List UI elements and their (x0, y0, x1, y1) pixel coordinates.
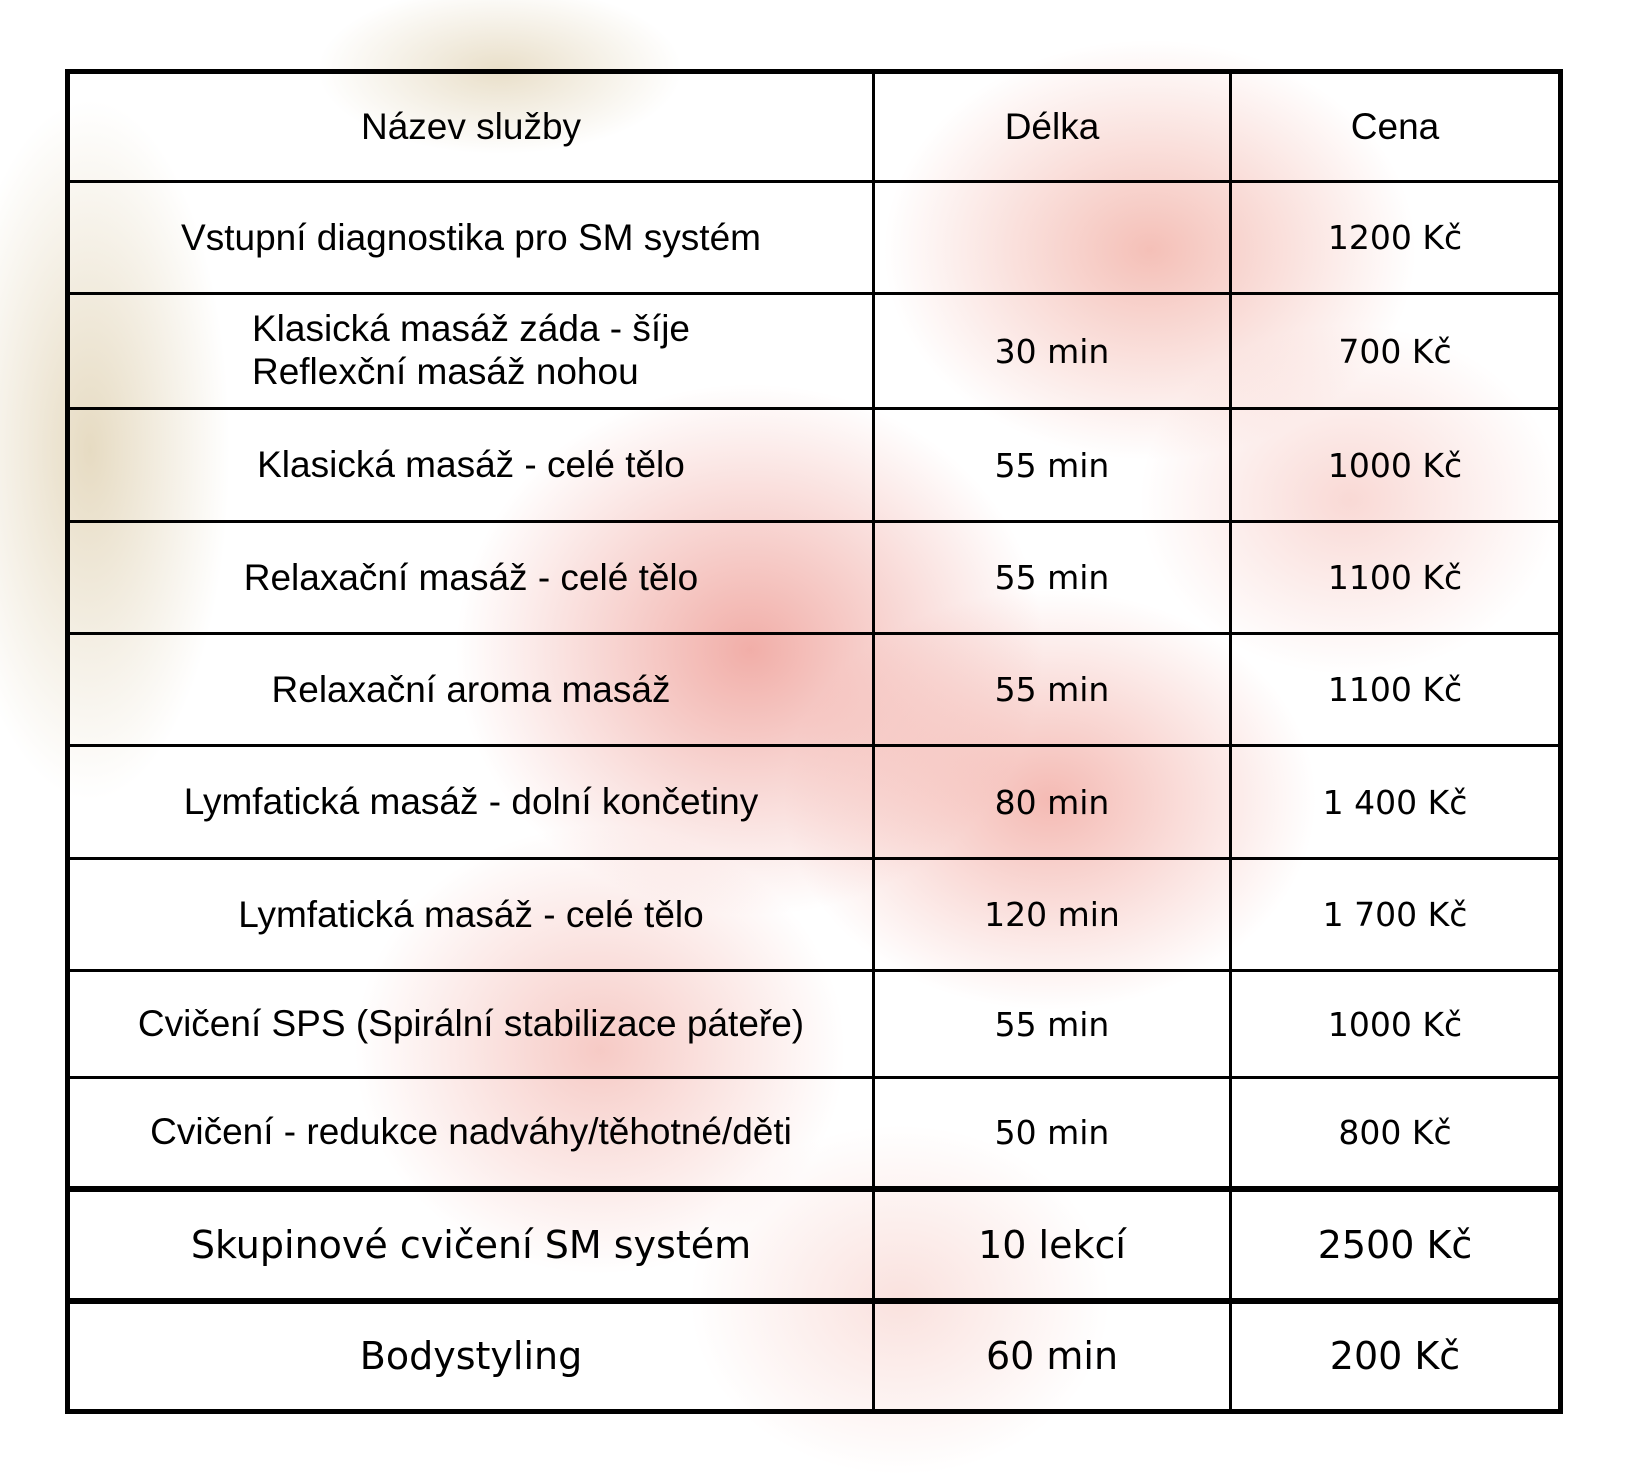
service-duration: 55 min (872, 407, 1232, 523)
table-row: Cvičení SPS (Spirální stabilizace páteře… (66, 969, 1562, 1079)
header-name: Název služby (66, 70, 875, 183)
service-name: Klasická masáž záda - šíje Reflexční masá… (66, 292, 875, 410)
table-row: Skupinové cvičení SM systém 10 lekcí 250… (66, 1185, 1562, 1302)
service-name: Vstupní diagnostika pro SM systém (66, 180, 875, 295)
service-name: Cvičení SPS (Spirální stabilizace páteře… (66, 969, 875, 1079)
header-row: Název služby Délka Cena (66, 70, 1562, 183)
service-duration: 60 min (872, 1297, 1232, 1413)
service-price: 1 700 Kč (1229, 857, 1562, 972)
service-price: 800 Kč (1229, 1076, 1562, 1190)
table-row: Klasická masáž - celé tělo 55 min 1000 K… (66, 407, 1562, 523)
service-name: Relaxační masáž - celé tělo (66, 520, 875, 635)
service-duration: 30 min (872, 292, 1232, 410)
service-price: 700 Kč (1229, 292, 1562, 410)
service-name: Lymfatická masáž - celé tělo (66, 857, 875, 972)
service-name: Klasická masáž - celé tělo (66, 407, 875, 523)
price-table: Název služby Délka Cena Vstupní diagnost… (65, 69, 1563, 1414)
service-name: Bodystyling (66, 1297, 875, 1413)
header-price: Cena (1229, 70, 1562, 183)
table-row: Relaxační masáž - celé tělo 55 min 1100 … (66, 520, 1562, 635)
table-row: Cvičení - redukce nadváhy/těhotné/děti 5… (66, 1076, 1562, 1190)
service-price: 1200 Kč (1229, 180, 1562, 295)
service-duration: 50 min (872, 1076, 1232, 1190)
header-duration: Délka (872, 70, 1232, 183)
service-duration: 55 min (872, 520, 1232, 635)
table-row: Klasická masáž záda - šíje Reflexční masá… (66, 292, 1562, 410)
service-duration: 80 min (872, 744, 1232, 860)
service-duration: 120 min (872, 857, 1232, 972)
table-row: Lymfatická masáž - celé tělo 120 min 1 7… (66, 857, 1562, 972)
service-duration: 10 lekcí (872, 1185, 1232, 1302)
table-row: Lymfatická masáž - dolní končetiny 80 mi… (66, 744, 1562, 860)
table-row: Vstupní diagnostika pro SM systém 1200 K… (66, 180, 1562, 295)
service-name: Relaxační aroma masáž (66, 632, 875, 747)
service-price: 1000 Kč (1229, 969, 1562, 1079)
service-duration (872, 180, 1232, 295)
service-name: Skupinové cvičení SM systém (66, 1185, 875, 1302)
service-name-line1: Klasická masáž záda - šíje (251, 308, 690, 350)
service-duration: 55 min (872, 632, 1232, 747)
service-name-line2: Reflexční masáž nohou (251, 351, 639, 392)
service-price: 2500 Kč (1229, 1185, 1562, 1302)
service-duration: 55 min (872, 969, 1232, 1079)
service-price: 1 400 Kč (1229, 744, 1562, 860)
table-row: Bodystyling 60 min 200 Kč (66, 1297, 1562, 1413)
service-name: Lymfatická masáž - dolní končetiny (66, 744, 875, 860)
service-price: 1100 Kč (1229, 632, 1562, 747)
service-price: 200 Kč (1229, 1297, 1562, 1413)
service-price: 1000 Kč (1229, 407, 1562, 523)
service-price: 1100 Kč (1229, 520, 1562, 635)
table-row: Relaxační aroma masáž 55 min 1100 Kč (66, 632, 1562, 747)
service-name: Cvičení - redukce nadváhy/těhotné/děti (66, 1076, 875, 1190)
